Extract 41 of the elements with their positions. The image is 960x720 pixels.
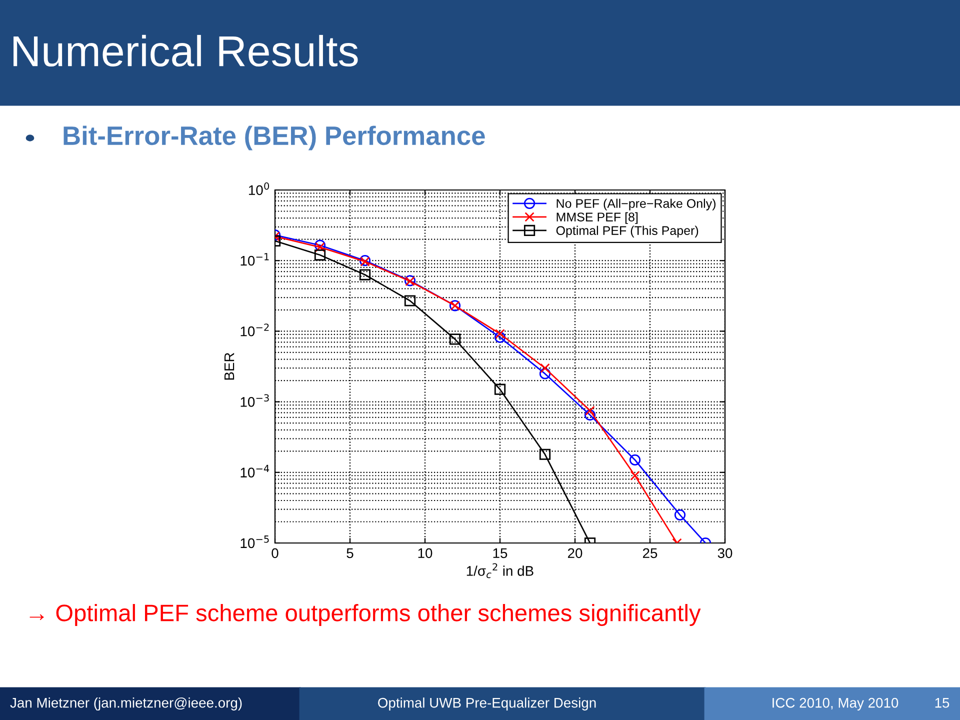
x-tick-label: 0: [272, 548, 278, 558]
text: → Optimal PEF scheme outperforms other schemes significantly: [30, 604, 701, 626]
point: [630, 470, 640, 480]
point: [494, 384, 506, 395]
chart-title: Numerical Results: [14, 34, 358, 67]
text: 15: [935, 698, 950, 708]
point: [629, 454, 641, 466]
y-axis-title: BER: [224, 352, 234, 380]
point: [540, 363, 550, 373]
point: [449, 334, 461, 345]
y-tick-label: 10$^{0}$: [248, 182, 270, 196]
point: [404, 295, 416, 306]
text: Optimal UWB Pre-Equalizer Design: [378, 698, 596, 710]
y-tick-label: 10$^{−1}$: [240, 253, 269, 266]
x-tick-label: 10: [418, 548, 432, 558]
y-tick-label: 10$^{−5}$: [240, 536, 269, 548]
x-tick-label: 5: [346, 548, 354, 558]
x-tick-label: 30: [718, 548, 732, 558]
point: [539, 368, 551, 380]
x-tick-label: 20: [568, 548, 582, 558]
y-tick-label: 10$^{−3}$: [240, 394, 269, 407]
point: [674, 509, 686, 520]
point: [359, 269, 371, 280]
x-tick-label: 25: [642, 548, 658, 558]
chart-subtitle: Bit-Error-Rate (BER) Performance: [64, 126, 485, 150]
y-tick-label: 10$^{−4}$: [240, 464, 270, 478]
legend-label: No PEF (All−pre−Rake Only): [556, 198, 716, 210]
y-tick-label: 10$^{−2}$: [240, 324, 269, 336]
point: [494, 332, 506, 343]
text: ICC 2010, May 2010: [772, 698, 898, 710]
x-axis-title: 1/σ$_{c}$$^{2}$ in dB: [466, 563, 534, 578]
point: [315, 242, 325, 252]
legend-label: Optimal PEF (This Paper): [556, 226, 698, 238]
point: [584, 409, 596, 421]
point: [539, 448, 551, 460]
text: Jan Mietzner (jan.mietzner@ieee.org): [10, 698, 242, 710]
point: [314, 249, 326, 261]
point: [495, 328, 505, 339]
point: [585, 406, 595, 416]
legend-label: MMSE PEF [8]: [556, 212, 638, 224]
x-tick-label: 15: [493, 548, 508, 558]
